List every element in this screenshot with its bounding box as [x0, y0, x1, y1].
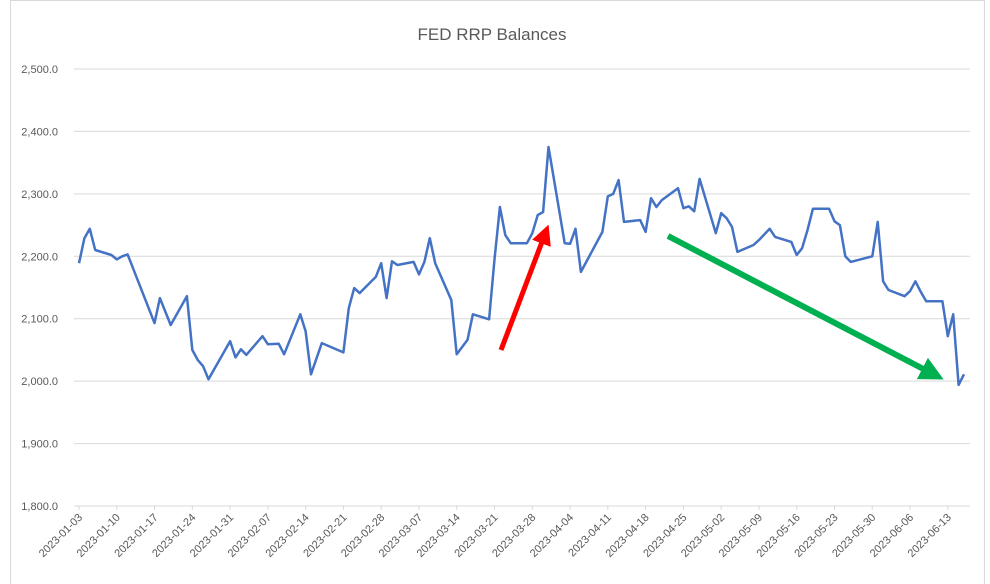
chart-border [10, 0, 985, 584]
data-line [77, 145, 966, 387]
plot-area [77, 145, 966, 387]
y-tick-label: 2,500.0 [21, 64, 58, 76]
y-tick-label: 2,100.0 [21, 314, 58, 326]
y-tick-label: 2,400.0 [21, 126, 58, 138]
annotation-arrow-up [498, 224, 551, 351]
y-tick-label: 1,800.0 [21, 501, 58, 513]
y-tick-label: 2,300.0 [21, 189, 58, 201]
chart-title: FED RRP Balances [418, 25, 567, 44]
annotation-arrow-down [666, 233, 944, 380]
y-tick-label: 2,200.0 [21, 251, 58, 263]
y-tick-label: 2,000.0 [21, 376, 58, 388]
y-tick-label: 1,900.0 [21, 439, 58, 451]
